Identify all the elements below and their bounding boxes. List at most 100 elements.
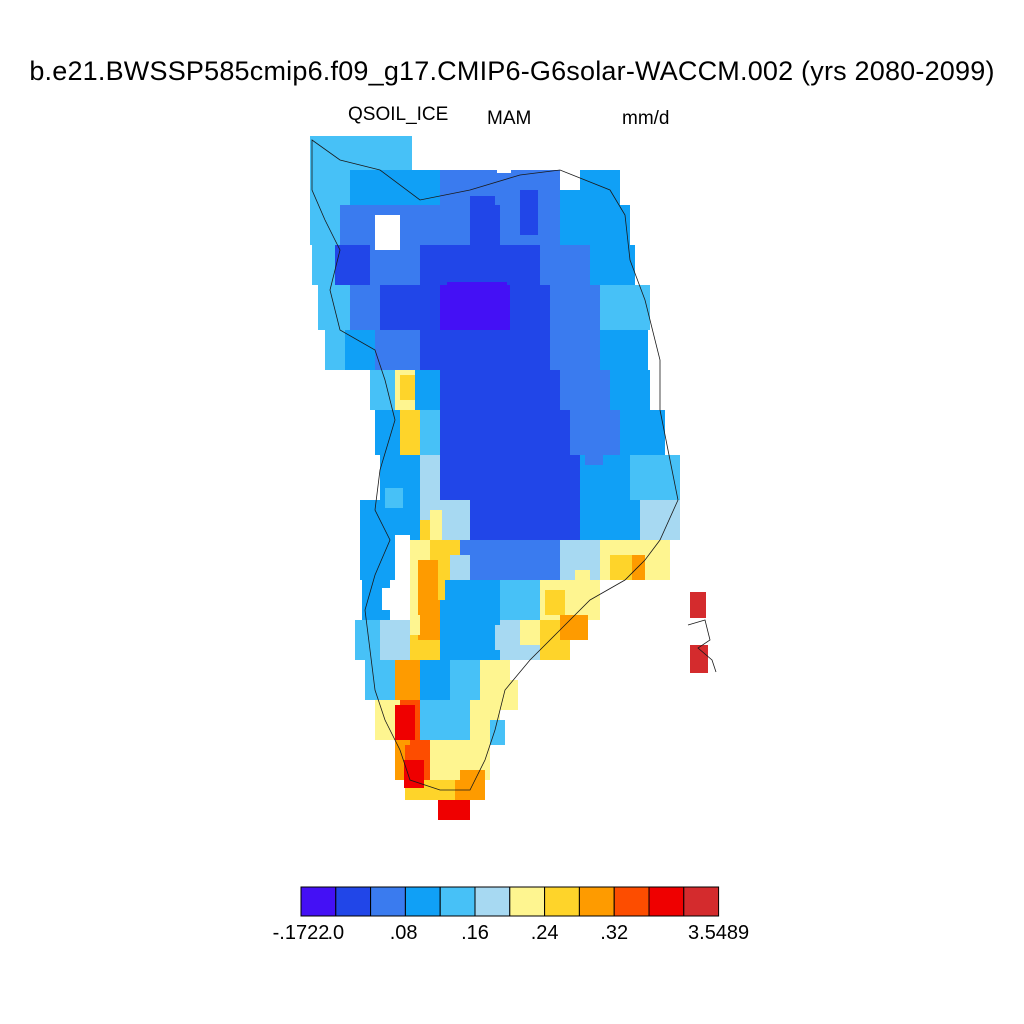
- grid-cell: [510, 285, 550, 330]
- colorbar-swatch: [509, 886, 546, 917]
- colorbar-swatch: [578, 886, 615, 917]
- colorbar-tick-label: .08: [389, 922, 418, 944]
- grid-cell: [590, 245, 635, 285]
- grid-cell: [585, 445, 603, 465]
- grid-cell: [600, 285, 650, 330]
- grid-cell: [610, 555, 632, 580]
- coastline: [311, 139, 679, 791]
- grid-cell: [450, 555, 470, 580]
- missing-cell: [375, 215, 400, 250]
- island-cell: [690, 592, 706, 618]
- grid-cell: [500, 580, 540, 620]
- colorbar-swatch: [683, 886, 720, 917]
- grid-cell: [375, 410, 400, 455]
- colorbar-swatch: [474, 886, 511, 917]
- colorbar-tick-label: .24: [530, 922, 559, 944]
- grid-cell: [440, 500, 470, 540]
- grid-cell: [545, 590, 565, 615]
- grid-cell: [640, 500, 680, 540]
- colorbar-tick-label: -.1722: [272, 922, 330, 944]
- grid-cell: [560, 205, 630, 245]
- grid-cell: [365, 660, 395, 700]
- grid-cell: [310, 205, 340, 245]
- missing-cell: [395, 535, 410, 560]
- grid-cell: [400, 410, 420, 455]
- grid-cell: [310, 136, 412, 170]
- grid-cell: [430, 510, 442, 540]
- grid-cell: [470, 500, 580, 540]
- grid-cell: [620, 410, 665, 455]
- grid-cell: [418, 560, 438, 600]
- grid-cell: [520, 190, 538, 235]
- grid-cell: [447, 282, 507, 327]
- grid-cell: [420, 330, 550, 370]
- grid-cell: [410, 615, 420, 635]
- grid-cell: [460, 770, 485, 788]
- grid-cell: [335, 245, 370, 285]
- grid-cell: [415, 370, 440, 410]
- grid-cell: [395, 660, 420, 700]
- grid-cell: [560, 615, 588, 640]
- colorbar: [300, 886, 720, 917]
- grid-cell: [575, 570, 590, 590]
- grid-cell: [520, 620, 540, 645]
- grid-cell: [420, 700, 470, 740]
- grid-cell: [450, 250, 490, 275]
- grid-cell: [325, 330, 345, 370]
- colorbar-swatch: [300, 886, 337, 917]
- grid-cell: [380, 285, 440, 330]
- grid-cell: [375, 330, 420, 370]
- grid-cell: [440, 455, 580, 500]
- grid-cell: [360, 540, 395, 580]
- grid-cell: [420, 410, 440, 455]
- colorbar-swatch: [404, 886, 441, 917]
- grid-cell: [385, 488, 403, 508]
- grid-cell: [410, 580, 420, 620]
- grid-cell: [420, 660, 450, 700]
- grid-cell: [490, 720, 505, 745]
- grid-cell: [550, 285, 600, 330]
- grid-cell: [470, 196, 495, 228]
- colorbar-swatch: [613, 886, 650, 917]
- grid-cell: [630, 455, 680, 500]
- grid-cell: [350, 170, 440, 205]
- colorbar-swatch: [648, 886, 685, 917]
- grid-cell: [580, 500, 640, 540]
- grid-cell: [450, 660, 480, 700]
- grid-cell: [560, 370, 610, 410]
- grid-cell: [438, 800, 470, 820]
- colorbar-tick-label: .32: [600, 922, 629, 944]
- grid-cell: [370, 245, 420, 285]
- colorbar-tick-label: .16: [461, 922, 489, 944]
- colorbar-tick-label: .0: [327, 922, 345, 944]
- grid-cell: [495, 625, 510, 650]
- grid-cell: [597, 485, 609, 507]
- grid-cell: [350, 285, 380, 330]
- grid-cell: [355, 620, 380, 660]
- colorbar-swatch: [544, 886, 580, 917]
- grid-cell: [440, 620, 500, 660]
- plot-title: b.e21.BWSSP585cmip6.f09_g17.CMIP6-G6sola…: [29, 56, 995, 86]
- missing-cell: [560, 162, 580, 190]
- grid-cell: [460, 540, 560, 580]
- colorbar-swatch: [370, 886, 406, 917]
- variable-label: QSOIL_ICE: [348, 104, 449, 125]
- grid-cell: [310, 170, 350, 205]
- colorbar-swatch: [439, 886, 476, 917]
- island-cell: [690, 645, 708, 673]
- missing-cell: [382, 588, 400, 610]
- units-label: mm/d: [622, 108, 670, 129]
- season-label: MAM: [487, 108, 532, 129]
- grid-cell: [404, 760, 424, 788]
- grid-cell: [440, 370, 560, 410]
- grid-cell: [400, 205, 470, 245]
- grid-cell: [610, 370, 650, 410]
- grid-cell: [440, 580, 500, 620]
- grid-cell: [345, 330, 375, 370]
- grid-cell: [395, 705, 415, 740]
- grid-cell: [440, 410, 570, 455]
- grid-cell: [418, 600, 440, 640]
- grid-cell: [500, 680, 518, 710]
- grid-cell: [540, 245, 590, 285]
